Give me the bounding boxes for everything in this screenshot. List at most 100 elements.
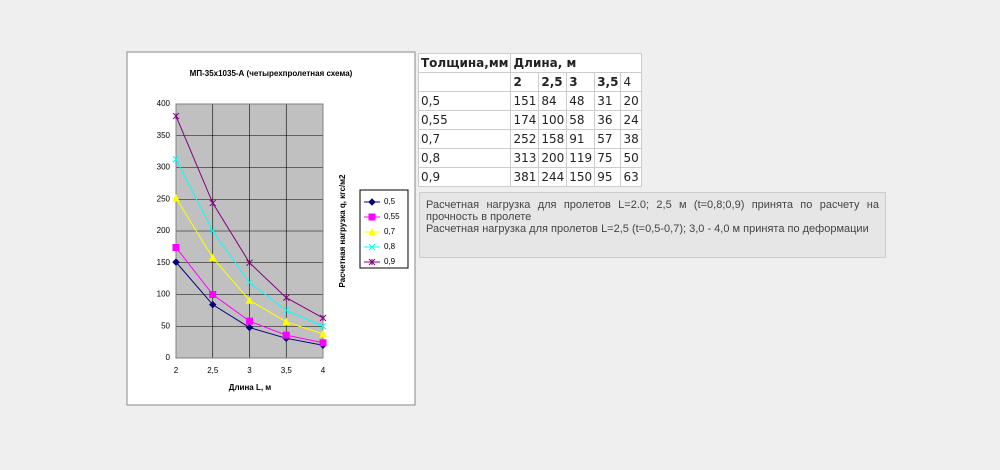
y-tick-label: 50 [161, 321, 170, 330]
table-cell: 95 [594, 167, 622, 187]
table-cell: 150 [566, 167, 596, 187]
legend-label: 0,55 [384, 212, 400, 221]
marker [245, 323, 254, 332]
table-cell: 38 [620, 129, 642, 149]
table-cell: 36 [594, 110, 622, 130]
table-row: 2 2,5 3 3,5 4 [417, 72, 642, 92]
table-row: Толщина,мм Длина, м [417, 53, 642, 73]
table-cell: 0,9 [417, 167, 512, 187]
table-cell: 0,55 [417, 110, 512, 130]
table-cell: 244 [538, 167, 568, 187]
legend-marker [368, 213, 376, 221]
marker [172, 155, 180, 163]
table-cell: 252 [510, 129, 540, 149]
marker [172, 193, 180, 202]
table-cell: 3,5 [594, 72, 622, 92]
note: Расчетная нагрузка для пролетов L=2.0; 2… [419, 192, 886, 258]
legend-marker [368, 258, 376, 266]
y-tick-label: 300 [157, 163, 171, 172]
y-tick-label: 100 [157, 290, 171, 299]
table-row: 0,5 151 84 48 31 20 [417, 91, 642, 111]
y-tick-label: 150 [157, 258, 171, 267]
y-tick-label: 250 [157, 194, 171, 203]
table-row: 0,7 252 158 91 57 38 [417, 129, 642, 149]
table-cell: 100 [538, 110, 568, 130]
marker [282, 331, 290, 339]
table-cell: 63 [620, 167, 642, 187]
table-cell: 174 [510, 110, 540, 130]
table-cell: 48 [566, 91, 596, 111]
table-cell: 84 [538, 91, 568, 111]
table-cell: 2 [510, 72, 540, 92]
marker [172, 244, 180, 252]
legend-marker [368, 243, 376, 251]
table-cell: 381 [510, 167, 540, 187]
x-axis-label: Длина L, м [229, 383, 272, 392]
table-row: 0,8 313 200 119 75 50 [417, 148, 642, 168]
marker [172, 258, 180, 266]
marker [209, 300, 217, 309]
table-cell: 158 [538, 129, 568, 149]
x-tick-label: 2,5 [207, 366, 219, 375]
marker [209, 291, 217, 298]
legend-box [359, 189, 409, 269]
chart: МП-35х1035-А (четырехпролетная схема) Дл… [126, 51, 416, 406]
y-tick-label: 350 [157, 131, 171, 140]
legend-label: 0,9 [384, 257, 396, 266]
table-cell: 57 [594, 129, 622, 149]
table-cell: Толщина,мм [417, 53, 512, 73]
table-cell: 0,8 [417, 148, 512, 168]
table-cell: 119 [566, 148, 596, 168]
y-tick-label: 0 [166, 353, 171, 362]
table-cell: 151 [510, 91, 540, 111]
marker [282, 294, 290, 302]
legend-label: 0,5 [384, 197, 396, 206]
note-line: Расчетная нагрузка для пролетов L=2.0; 2… [426, 199, 879, 223]
marker [319, 329, 327, 338]
marker [172, 112, 180, 120]
x-tick-label: 2 [174, 366, 179, 375]
marker [246, 317, 253, 325]
marker [209, 199, 217, 207]
marker [209, 227, 217, 235]
table-cell: 24 [620, 110, 642, 130]
marker [245, 296, 254, 304]
marker [208, 253, 217, 262]
table-row: 0,55 174 100 58 36 24 [417, 110, 642, 130]
y-tick-label: 200 [157, 226, 171, 235]
table-cell: 91 [566, 129, 596, 149]
table-cell: 31 [594, 91, 622, 111]
table-cell: 58 [566, 110, 596, 130]
marker [319, 322, 327, 330]
marker [246, 279, 253, 286]
x-tick-label: 3,5 [281, 366, 293, 375]
note-line: Расчетная нагрузка для пролетов L=2,5 (t… [426, 223, 869, 235]
x-tick-label: 3 [247, 366, 252, 375]
marker [282, 307, 290, 314]
table-cell: 3 [566, 72, 596, 92]
table-cell: 0,7 [417, 129, 512, 149]
table-cell: 50 [620, 148, 642, 168]
table-cell: 200 [538, 148, 568, 168]
x-tick-label: 4 [321, 366, 326, 375]
table-cell: 4 [620, 72, 642, 92]
table-cell [417, 72, 512, 92]
table-cell: Длина, м [510, 53, 642, 73]
table-cell: 20 [620, 91, 642, 111]
table-cell: 0,5 [417, 91, 512, 111]
table-cell: 75 [594, 148, 622, 168]
data-table: Толщина,мм Длина, м 2 2,5 3 3,5 4 0,5 151 84 48 31 2… [417, 53, 642, 187]
marker [246, 259, 253, 267]
legend-label: 0,8 [384, 242, 396, 251]
table-cell: 313 [510, 148, 540, 168]
legend-marker [368, 198, 376, 206]
marker [319, 339, 327, 347]
table-row: 0,9 381 244 150 95 63 [417, 167, 642, 187]
marker [319, 314, 327, 322]
marker [282, 317, 291, 326]
y-tick-label: 400 [157, 99, 171, 108]
y-axis-label: Расчетная нагрузка q, кгс/м2 [338, 174, 347, 288]
legend-label: 0,7 [384, 227, 396, 236]
legend-marker [368, 227, 376, 236]
